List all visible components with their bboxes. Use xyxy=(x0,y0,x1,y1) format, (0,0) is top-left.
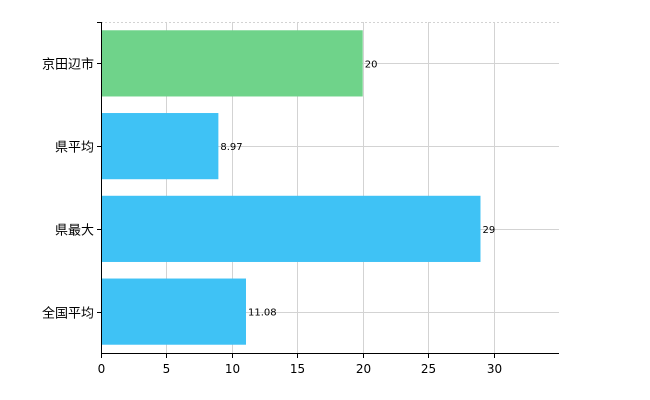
category-label: 県平均 xyxy=(55,141,94,156)
category-label: 全国平均 xyxy=(42,306,94,322)
bar xyxy=(101,195,481,262)
data-label: 29 xyxy=(482,225,495,236)
category-label: 県最大 xyxy=(55,224,94,239)
data-label: 20 xyxy=(365,59,378,70)
data-label: 8.97 xyxy=(220,142,242,153)
data-labels: 20 8.97 29 11.08 xyxy=(220,59,495,318)
x-tick-label: 0 xyxy=(98,362,106,376)
bars xyxy=(101,30,481,345)
x-tick-label: 5 xyxy=(163,362,171,376)
data-label: 11.08 xyxy=(248,308,277,319)
bar xyxy=(101,113,219,180)
bar xyxy=(101,278,246,345)
x-tick-label: 15 xyxy=(290,362,305,376)
x-tick-label: 30 xyxy=(487,362,502,376)
x-tick-label: 25 xyxy=(421,362,436,376)
x-tick-label: 10 xyxy=(225,362,240,376)
axes xyxy=(97,22,559,354)
x-axis-ticks: 0 5 10 15 20 25 30 xyxy=(98,353,502,376)
bar xyxy=(101,30,363,97)
category-label: 京田辺市 xyxy=(42,57,94,73)
x-tick-label: 20 xyxy=(356,362,371,376)
